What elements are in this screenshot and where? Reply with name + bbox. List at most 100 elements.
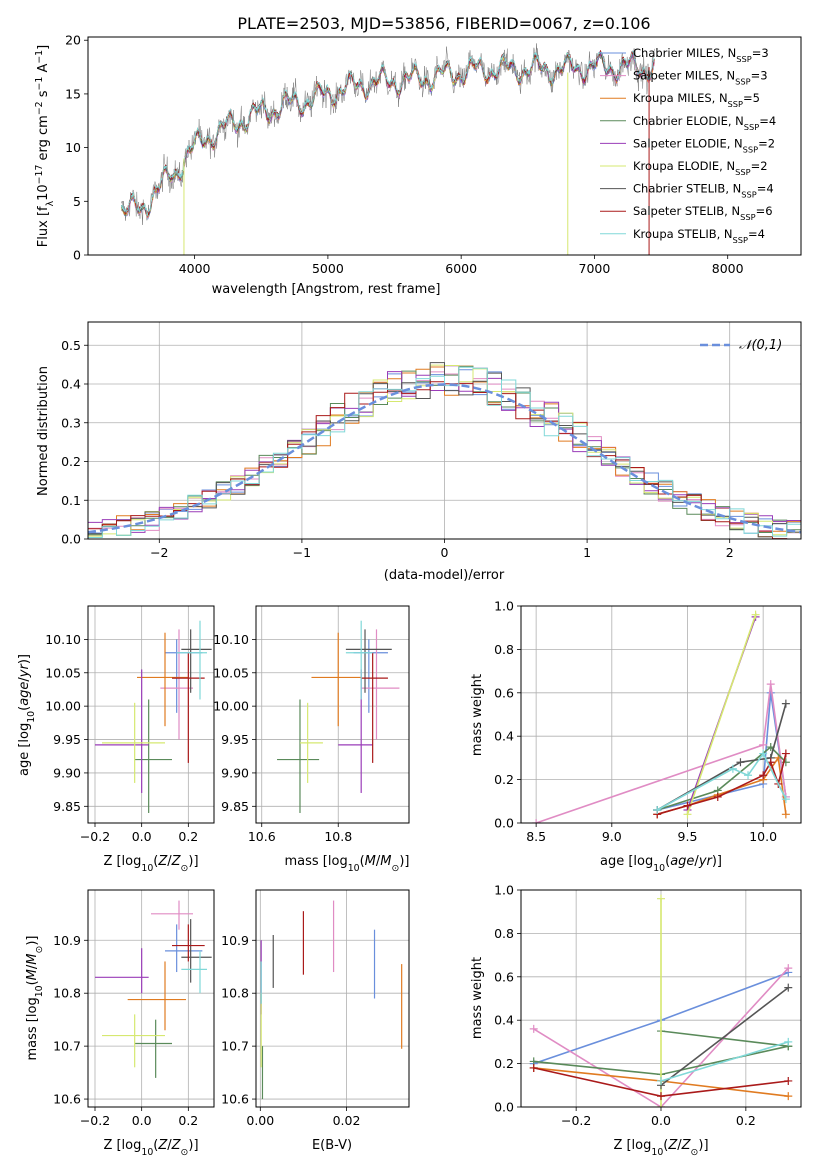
mass_vs_Z-ytick-label: 10.7 (53, 1039, 81, 1054)
spectrum-legend-label: Kroupa STELIB, NSSP=4 (633, 227, 765, 245)
spectrum-legend-label: Chabrier ELODIE, NSSP=4 (633, 114, 776, 132)
mass_vs_ebv-xtick-label: 0.02 (333, 1113, 361, 1128)
age_vs_mass-xtick-label: 10.8 (324, 829, 352, 844)
spectrum-model-line-kroupa_elodie (120, 53, 568, 218)
mass_vs_Z-xtick-label: −0.2 (80, 1113, 110, 1128)
weight_vs_age-marker-kroupa_elodie (751, 610, 760, 619)
mass_vs_ebv-ytick-label: 10.7 (221, 1039, 249, 1054)
weight_vs_Z-ytick-label: 0.0 (494, 1100, 514, 1115)
weight_vs_age-xtick-label: 9.5 (678, 829, 698, 844)
age_vs_Z-ylabel: age [log10(age/yr)] (17, 654, 37, 776)
mass_vs_Z-frame (87, 889, 215, 1108)
residuals-ytick-label: 0.0 (61, 532, 81, 547)
mass_vs_Z-ytick-label: 10.9 (53, 933, 81, 948)
mass_vs_Z-ytick-label: 10.6 (53, 1092, 81, 1107)
mass_vs_Z-ytick-label: 10.8 (53, 986, 81, 1001)
weight_vs_age-ytick-label: 1.0 (494, 599, 514, 614)
age_vs_Z-ytick-label: 10.10 (45, 632, 81, 647)
residuals-xtick-label: 2 (726, 545, 734, 560)
mass_vs_Z-ylabel: mass [log10(M/M⊙)] (25, 936, 45, 1061)
weight_vs_Z-line-chabrier_elodie (660, 1030, 789, 1047)
weight_vs_Z-ytick-label: 0.2 (494, 1056, 514, 1071)
spectrum-ytick-label: 10 (65, 140, 81, 155)
age_vs_Z-panel (84, 606, 214, 827)
spectrum-legend-label: Salpeter MILES, NSSP=3 (633, 69, 768, 87)
mass_vs_ebv-ytick-label: 10.6 (221, 1092, 249, 1107)
spectrum-xtick-label: 8000 (712, 261, 744, 276)
spectrum-legend-label: Chabrier STELIB, NSSP=4 (633, 182, 774, 200)
age_vs_Z-ytick-label: 9.85 (53, 799, 81, 814)
weight_vs_age-panel (517, 605, 801, 827)
mass_vs_ebv-plot-area (260, 900, 403, 1100)
spectrum-ytick-label: 15 (65, 86, 81, 101)
weight_vs_Z-xtick-label: 0.2 (736, 1113, 756, 1128)
residuals-xtick-label: −2 (150, 545, 168, 560)
weight_vs_Z-frame (520, 889, 802, 1108)
weight_vs_age-xtick-label: 10.0 (749, 829, 777, 844)
weight_vs_Z-marker-kroupa_elodie (657, 1103, 665, 1107)
residuals-frame (87, 321, 802, 540)
age_vs_mass-ytick-label: 10.10 (213, 632, 249, 647)
mass_vs_Z-plot-area (95, 900, 212, 1078)
age_vs_Z-xtick-label: 0.2 (178, 829, 198, 844)
residual-normal-curve (88, 383, 801, 534)
residuals-xtick-label: −1 (293, 545, 311, 560)
spectrum-panel (84, 39, 729, 259)
residuals-ytick-label: 0.2 (61, 454, 81, 469)
weight_vs_age-marker-kroupa_elodie (683, 810, 692, 819)
weight_vs_Z-ytick-label: 0.8 (494, 926, 514, 941)
spectrum-xtick-label: 7000 (579, 261, 611, 276)
weight_vs_age-marker-kroupa_stelib (781, 795, 790, 804)
mass_vs_ebv-xtick-label: 0.00 (246, 1113, 274, 1128)
weight_vs_age-marker-salpeter_miles (759, 740, 768, 749)
weight_vs_age-plot-area (532, 610, 790, 823)
age_vs_Z-ytick-label: 9.95 (53, 732, 81, 747)
weight_vs_Z-xlabel: Z [log10(Z/Z⊙)] (613, 1138, 708, 1158)
weight_vs_age-marker-kroupa_stelib (744, 771, 753, 780)
weight_vs_age-ylabel: mass weight (470, 674, 485, 756)
weight_vs_age-line-kroupa_stelib (656, 752, 787, 811)
weight_vs_Z-marker-kroupa_stelib (784, 1037, 793, 1046)
weight_vs_Z-xtick-label: −0.2 (561, 1113, 591, 1128)
weight_vs_Z-marker-kroupa_stelib (657, 1076, 665, 1085)
residuals-ytick-label: 0.1 (61, 493, 81, 508)
spectrum-ytick-label: 0 (73, 248, 81, 263)
weight_vs_age-marker-salpeter_stelib (759, 771, 768, 780)
weight_vs_Z-ytick-label: 0.4 (494, 1013, 514, 1028)
age_vs_mass-xtick-label: 10.6 (248, 829, 276, 844)
mass_vs_ebv-ytick-label: 10.9 (221, 933, 249, 948)
weight_vs_age-marker-kroupa_stelib (759, 749, 768, 758)
mass_vs_ebv-frame (255, 889, 410, 1108)
residuals-ytick-label: 0.3 (61, 415, 81, 430)
weight_vs_Z-ytick-label: 0.6 (494, 969, 514, 984)
weight_vs_Z-ytick-label: 1.0 (494, 883, 514, 898)
weight_vs_age-ytick-label: 0.8 (494, 642, 514, 657)
weight_vs_age-marker-kroupa_miles (781, 810, 790, 819)
weight_vs_Z-marker-salpeter_stelib (657, 1092, 665, 1101)
weight_vs_age-marker-salpeter_miles (532, 819, 541, 823)
weight_vs_age-marker-kroupa_stelib (728, 764, 737, 773)
age_vs_mass-ytick-label: 10.05 (213, 665, 249, 680)
residual-hist-kroupa_stelib (88, 366, 801, 538)
weight_vs_age-xlabel: age [log10(age/yr)] (600, 854, 722, 874)
age_vs_Z-ytick-label: 10.00 (45, 699, 81, 714)
mass_vs_ebv-ytick-label: 10.8 (221, 986, 249, 1001)
weight_vs_age-ytick-label: 0.2 (494, 772, 514, 787)
spectrum-plot-area (120, 43, 655, 255)
age_vs_mass-frame (255, 605, 410, 824)
weight_vs_age-ytick-label: 0.4 (494, 729, 514, 744)
spectrum-legend-label: Salpeter STELIB, NSSP=6 (633, 204, 773, 222)
spectrum-legend-label: Chabrier MILES, NSSP=3 (633, 46, 769, 64)
spectrum-ytick-label: 5 (73, 194, 81, 209)
weight_vs_age-xtick-label: 8.5 (526, 829, 546, 844)
mass_vs_Z-xlabel: Z [log10(Z/Z⊙)] (103, 1138, 198, 1158)
age_vs_mass-ytick-label: 9.90 (221, 765, 249, 780)
weight_vs_age-frame (520, 605, 802, 824)
residuals-ytick-label: 0.4 (61, 377, 81, 392)
spectrum-ytick-label: 20 (65, 33, 81, 48)
weight_vs_Z-marker-kroupa_miles (784, 1092, 793, 1101)
weight_vs_Z-line-kroupa_stelib (660, 1041, 789, 1082)
weight_vs_Z-line-chabrier_stelib (660, 986, 789, 1086)
weight_vs_Z-plot-area (529, 894, 793, 1107)
weight_vs_age-line-chabrier_elodie (656, 745, 787, 811)
